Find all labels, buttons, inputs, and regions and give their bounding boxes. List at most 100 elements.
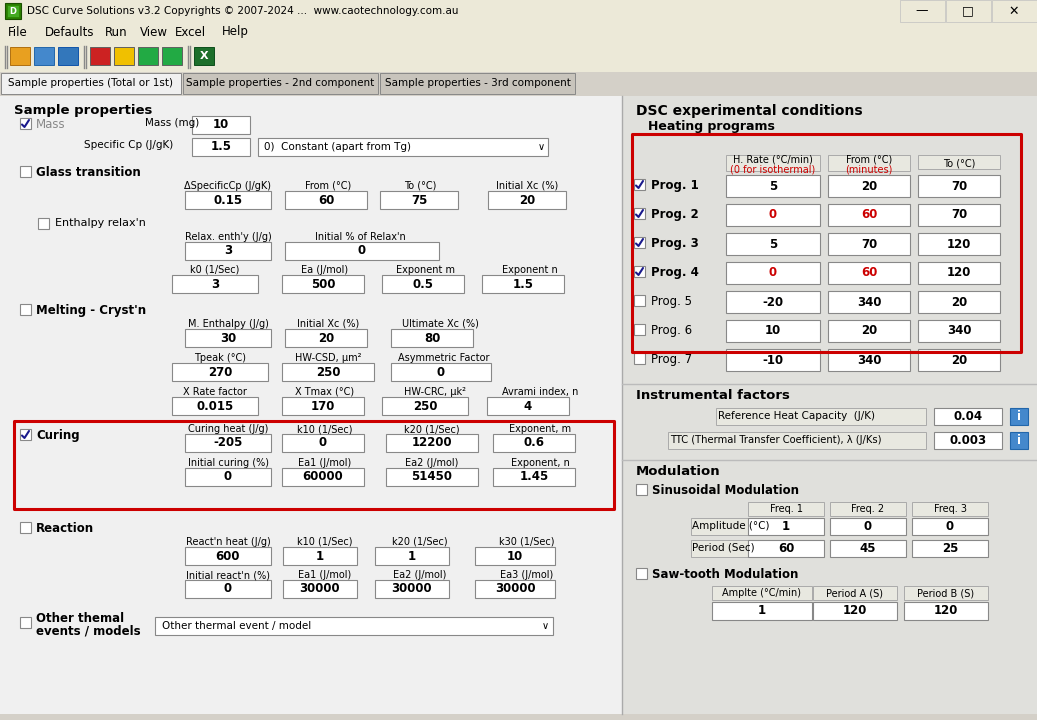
Text: ΔSpecificCp (J/gK): ΔSpecificCp (J/gK)	[185, 181, 272, 191]
Bar	[900, 0, 945, 22]
Text: 45: 45	[860, 542, 876, 555]
Text: View: View	[140, 25, 168, 38]
Text: 60: 60	[317, 194, 334, 207]
Text: TTC (Thermal Transfer Coefficient), λ (J/Ks): TTC (Thermal Transfer Coefficient), λ (J…	[670, 435, 881, 445]
Bar	[0, 72, 1037, 96]
Text: 0: 0	[769, 209, 777, 222]
Text: M. Enthalpy (J/g): M. Enthalpy (J/g)	[188, 319, 269, 329]
Text: 0: 0	[358, 245, 366, 258]
Bar	[904, 586, 988, 600]
Text: (0 for isothermal): (0 for isothermal)	[730, 164, 816, 174]
Text: Prog. 6: Prog. 6	[651, 324, 692, 337]
Bar	[34, 47, 54, 65]
Bar	[748, 502, 824, 516]
Text: 3: 3	[211, 277, 219, 290]
Text: 20: 20	[861, 179, 877, 192]
Bar	[830, 518, 906, 535]
Bar	[138, 47, 158, 65]
Text: 0: 0	[946, 520, 954, 533]
Bar	[828, 262, 910, 284]
Bar	[185, 468, 271, 486]
Bar	[1010, 432, 1028, 449]
Text: Period (Sec): Period (Sec)	[692, 543, 755, 553]
Bar	[918, 155, 1000, 169]
Bar	[636, 484, 647, 495]
Bar	[380, 191, 458, 209]
Text: Ea2 (J/mol): Ea2 (J/mol)	[393, 570, 447, 580]
Bar	[726, 291, 820, 313]
Bar	[391, 329, 473, 347]
Text: H. Rate (°C/min): H. Rate (°C/min)	[733, 155, 813, 165]
Text: Mass: Mass	[36, 117, 65, 130]
Text: k20 (1/Sec): k20 (1/Sec)	[392, 537, 448, 547]
Text: 0.5: 0.5	[413, 277, 433, 290]
Text: Ea2 (J/mol): Ea2 (J/mol)	[405, 458, 458, 468]
Text: 10: 10	[765, 325, 781, 338]
Text: Sample properties - 3rd component: Sample properties - 3rd component	[385, 78, 570, 88]
Text: Instrumental factors: Instrumental factors	[636, 389, 790, 402]
Bar	[20, 429, 31, 440]
Bar	[918, 262, 1000, 284]
Text: 340: 340	[857, 295, 881, 308]
Text: Asymmetric Factor: Asymmetric Factor	[398, 353, 489, 363]
Text: 1: 1	[408, 549, 416, 562]
Text: 70: 70	[951, 179, 968, 192]
Text: To (°C): To (°C)	[403, 181, 437, 191]
Text: 30000: 30000	[392, 582, 432, 595]
Text: Initial Xc (%): Initial Xc (%)	[496, 181, 558, 191]
Bar	[162, 47, 183, 65]
Text: 1: 1	[782, 520, 790, 533]
Bar	[918, 320, 1000, 342]
Text: 120: 120	[947, 238, 972, 251]
Text: □: □	[962, 4, 974, 17]
Text: HW-CRC, μk²: HW-CRC, μk²	[404, 387, 466, 397]
Bar	[285, 191, 367, 209]
Text: 3: 3	[224, 245, 232, 258]
Bar	[90, 47, 110, 65]
Bar	[20, 166, 31, 177]
Bar	[185, 580, 271, 598]
Text: Freq. 1: Freq. 1	[769, 504, 803, 514]
Text: 120: 120	[947, 266, 972, 279]
Text: 250: 250	[315, 366, 340, 379]
Text: Glass transition: Glass transition	[36, 166, 141, 179]
Text: 1.5: 1.5	[211, 140, 231, 153]
Text: 1: 1	[316, 549, 324, 562]
Bar	[192, 138, 250, 156]
Bar	[282, 397, 364, 415]
Text: To (°C): To (°C)	[943, 158, 975, 168]
Text: Freq. 2: Freq. 2	[851, 504, 885, 514]
Text: 20: 20	[861, 325, 877, 338]
Text: Ultimate Xc (%): Ultimate Xc (%)	[401, 319, 478, 329]
Text: ✕: ✕	[1009, 4, 1019, 17]
Text: Exponent, m: Exponent, m	[509, 424, 571, 434]
Bar	[493, 468, 574, 486]
Text: Period B (S): Period B (S)	[918, 588, 975, 598]
Bar	[828, 155, 910, 171]
Bar	[634, 353, 645, 364]
Text: Reaction: Reaction	[36, 522, 94, 535]
Bar	[194, 47, 214, 65]
Bar	[386, 468, 478, 486]
Bar	[712, 586, 812, 600]
Bar	[634, 208, 645, 219]
Bar	[726, 320, 820, 342]
Text: 0.6: 0.6	[524, 436, 544, 449]
Text: k10 (1/Sec): k10 (1/Sec)	[298, 537, 353, 547]
Text: 1: 1	[758, 605, 766, 618]
Bar	[634, 237, 645, 248]
Text: —: —	[916, 4, 928, 17]
Text: 500: 500	[311, 277, 335, 290]
Bar	[634, 266, 645, 277]
Text: X Rate factor: X Rate factor	[184, 387, 247, 397]
Bar	[380, 73, 574, 94]
Text: 600: 600	[216, 549, 241, 562]
Text: 5: 5	[768, 179, 777, 192]
Text: 20: 20	[951, 295, 968, 308]
Text: Prog. 4: Prog. 4	[651, 266, 699, 279]
Text: X Tmax (°C): X Tmax (°C)	[296, 387, 355, 397]
Bar	[386, 434, 478, 452]
Bar	[828, 175, 910, 197]
Text: Ea3 (J/mol): Ea3 (J/mol)	[501, 570, 554, 580]
Text: 170: 170	[311, 400, 335, 413]
